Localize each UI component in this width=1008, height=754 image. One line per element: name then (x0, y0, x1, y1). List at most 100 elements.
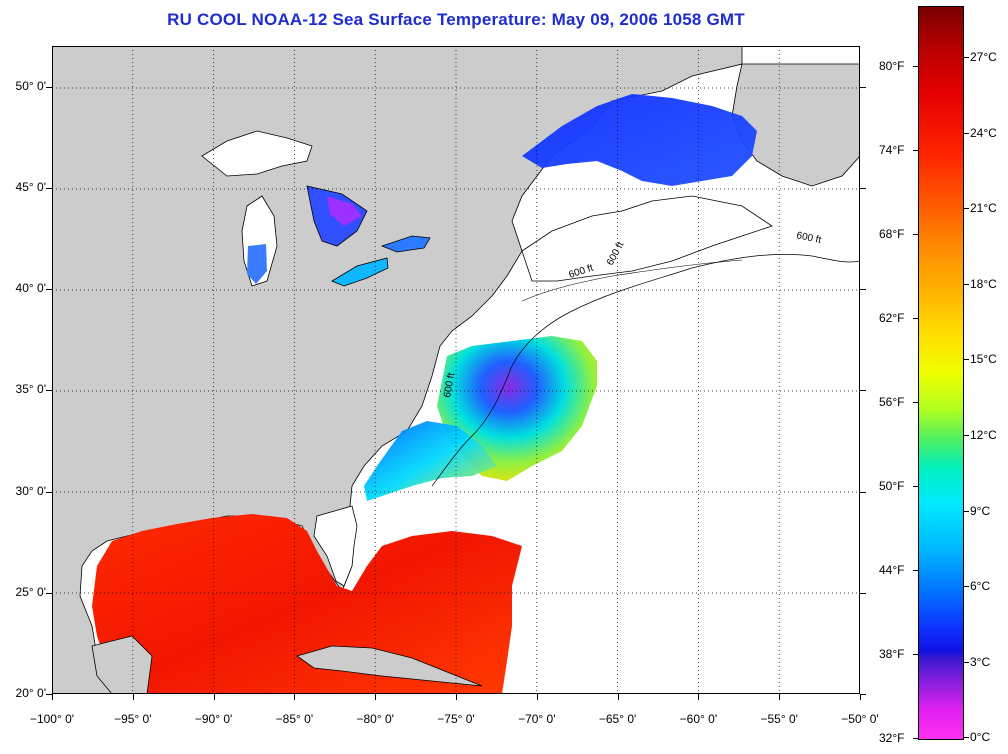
x-tick-mark (698, 694, 700, 700)
y-tick-label: 30° 0' (15, 483, 46, 498)
y-tick-mark (46, 694, 52, 695)
colorbar-tick (913, 318, 918, 319)
y-tick-label: 20° 0' (15, 686, 46, 700)
colorbar-tick (913, 234, 918, 235)
x-tick-label: −85° 0' (275, 712, 314, 726)
x-tick-label: −50° 0' (841, 712, 879, 726)
y-tick-mark (46, 592, 52, 594)
y-tick-mark (46, 86, 52, 88)
y-tick-mark (860, 694, 866, 695)
x-tick-mark (536, 694, 538, 700)
map-title: RU COOL NOAA-12 Sea Surface Temperature:… (167, 10, 745, 29)
colorbar-fahrenheit-label: 80°F (879, 59, 905, 73)
lake-superior (201, 130, 313, 177)
colorbar-tick (913, 150, 918, 151)
y-tick-mark (860, 289, 866, 290)
isobath-label: 600 ft (442, 372, 457, 399)
x-tick-mark (375, 694, 377, 700)
sst-lake-huron-bay (327, 196, 362, 226)
colorbar-tick (913, 402, 918, 403)
land-area (52, 46, 743, 694)
colorbar-celsius-label: 21°C (970, 201, 997, 216)
x-tick-mark (132, 694, 134, 700)
x-tick-label: −80° 0' (356, 712, 394, 726)
colorbar-celsius-label: 6°C (970, 579, 991, 594)
y-tick-mark (860, 86, 866, 88)
colorbar-celsius-label: 0°C (970, 730, 991, 745)
colorbar-tick (964, 661, 969, 663)
colorbar-fahrenheit-label: 74°F (879, 143, 905, 157)
y-tick-mark (860, 187, 866, 189)
colorbar-tick (913, 570, 918, 571)
colorbar-celsius-label: 12°C (970, 428, 997, 442)
colorbar-tick (964, 208, 969, 210)
x-tick-mark (617, 694, 619, 700)
y-tick-mark (46, 491, 52, 493)
y-tick-label: 25° 0' (15, 584, 46, 599)
colorbar-fahrenheit-label: 68°F (879, 227, 905, 241)
x-tick-mark (860, 694, 861, 700)
y-tick-label: 50° 0' (15, 78, 46, 93)
colorbar-tick (913, 738, 918, 739)
x-tick-label: −55° 0' (760, 712, 798, 726)
land-maritimes (521, 195, 773, 282)
colorbar-tick (964, 586, 969, 588)
land-florida (313, 505, 358, 587)
y-tick-label: 40° 0' (15, 281, 46, 295)
land-newfoundland (731, 63, 860, 187)
colorbar-tick (913, 486, 918, 487)
colorbar-celsius-label: 9°C (970, 503, 991, 518)
x-tick-mark (456, 694, 457, 700)
colorbar-tick (964, 283, 969, 285)
y-tick-mark (46, 289, 52, 290)
colorbar-celsius-label: 15°C (970, 352, 997, 367)
y-tick-mark (860, 390, 866, 392)
x-tick-mark (52, 694, 53, 700)
colorbar-tick (964, 132, 969, 134)
sst-lake-erie (331, 257, 389, 287)
colorbar-fahrenheit-label: 50°F (879, 479, 905, 493)
land-cuba (296, 645, 483, 687)
colorbar-tick (964, 510, 969, 512)
x-tick-label: −95° 0' (114, 712, 152, 726)
land-yucatan (91, 635, 153, 694)
colorbar-tick (964, 435, 969, 436)
x-tick-label: −65° 0' (598, 712, 637, 726)
x-tick-label: −75° 0' (437, 712, 475, 726)
x-tick-mark (779, 694, 781, 700)
y-tick-label: 35° 0' (15, 382, 46, 397)
sst-lake-michigan-south (247, 244, 267, 284)
isobath-label: 600 ft (795, 230, 822, 246)
y-tick-label: 45° 0' (15, 179, 46, 194)
isobath-contour (431, 254, 860, 487)
colorbar-celsius-label: 3°C (970, 654, 991, 669)
y-tick-mark (46, 390, 52, 392)
y-tick-mark (860, 592, 866, 594)
colorbar-fahrenheit-label: 44°F (879, 563, 905, 577)
x-tick-mark (294, 694, 296, 700)
colorbar-tick (964, 359, 969, 361)
colorbar-tick (913, 66, 918, 67)
colorbar-fahrenheit-label: 62°F (879, 311, 905, 325)
colorbar-celsius-label: 18°C (970, 276, 997, 291)
sea-surface-temperature-map: 600 ft 600 ft 600 ft 600 ft (52, 46, 860, 694)
colorbar-tick (964, 737, 969, 739)
colorbar-tick (964, 57, 969, 58)
x-tick-label: −60° 0' (679, 712, 718, 726)
x-tick-label: −70° 0' (518, 712, 556, 726)
y-tick-mark (46, 187, 52, 189)
x-tick-label: −90° 0' (194, 712, 233, 726)
colorbar-fahrenheit-label: 38°F (879, 647, 905, 661)
map-frame (52, 46, 860, 694)
colorbar-fahrenheit-label: 56°F (879, 395, 905, 409)
colorbar-tick (913, 654, 918, 655)
sst-southeast-coast (364, 421, 497, 501)
x-tick-label: −100° 0' (29, 712, 75, 726)
colorbar-celsius-label: 27°C (970, 50, 997, 64)
colorbar-fahrenheit-label: 32°F (879, 731, 905, 745)
x-tick-mark (213, 694, 215, 700)
map-grid (52, 46, 860, 694)
sst-gulf-of-mexico (92, 514, 522, 694)
temperature-colorbar (918, 6, 964, 740)
sst-lake-ontario (380, 235, 431, 253)
